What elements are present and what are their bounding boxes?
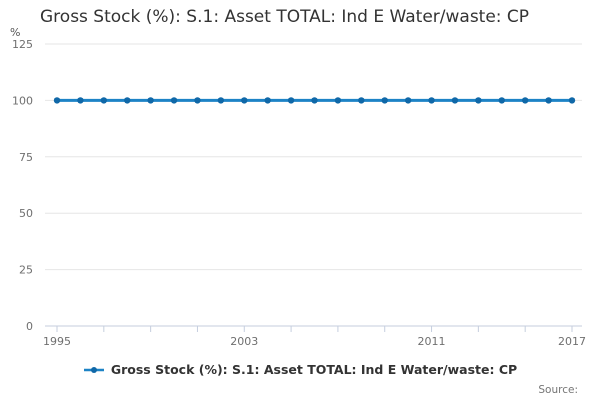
y-axis-unit-label: %: [10, 26, 21, 39]
data-point[interactable]: [217, 97, 225, 104]
data-point[interactable]: [147, 97, 154, 104]
data-point[interactable]: [170, 97, 178, 104]
data-point[interactable]: [428, 97, 435, 104]
data-point[interactable]: [100, 97, 108, 104]
data-point[interactable]: [264, 97, 271, 104]
data-point[interactable]: [124, 97, 131, 104]
y-tick-label: 25: [19, 264, 33, 277]
data-point[interactable]: [381, 97, 388, 104]
data-point[interactable]: [194, 97, 201, 104]
data-point[interactable]: [311, 97, 318, 104]
data-point[interactable]: [475, 97, 482, 104]
data-point[interactable]: [521, 97, 529, 104]
plot-area: 0 25 50 75 100 125 1995 2003 2011 2017: [12, 38, 586, 348]
y-tick-label: 50: [19, 207, 33, 220]
data-point[interactable]: [545, 97, 552, 104]
legend-line-marker-icon: [83, 366, 104, 373]
legend-item[interactable]: Gross Stock (%): S.1: Asset TOTAL: Ind E…: [83, 362, 517, 377]
data-point[interactable]: [287, 97, 295, 104]
data-point[interactable]: [358, 97, 365, 104]
legend: Gross Stock (%): S.1: Asset TOTAL: Ind E…: [0, 362, 600, 377]
data-point[interactable]: [451, 97, 459, 104]
y-tick-label: 125: [12, 38, 33, 51]
y-tick-label: 0: [26, 320, 33, 333]
chart-title: Gross Stock (%): S.1: Asset TOTAL: Ind E…: [40, 7, 530, 27]
y-tick-label: 100: [12, 94, 33, 107]
x-tick-label: 1995: [43, 335, 71, 348]
data-point[interactable]: [404, 97, 412, 104]
y-tick-label: 75: [19, 151, 33, 164]
data-point[interactable]: [53, 97, 61, 104]
data-point[interactable]: [77, 97, 84, 104]
data-point[interactable]: [334, 97, 342, 104]
x-tick-label: 2017: [558, 335, 586, 348]
x-tick-label: 2011: [418, 335, 446, 348]
source-label: Source:: [538, 384, 578, 396]
data-point[interactable]: [241, 97, 248, 104]
data-point[interactable]: [498, 97, 505, 104]
x-tick-label: 2003: [230, 335, 258, 348]
legend-label: Gross Stock (%): S.1: Asset TOTAL: Ind E…: [110, 362, 518, 377]
data-point[interactable]: [568, 97, 576, 104]
